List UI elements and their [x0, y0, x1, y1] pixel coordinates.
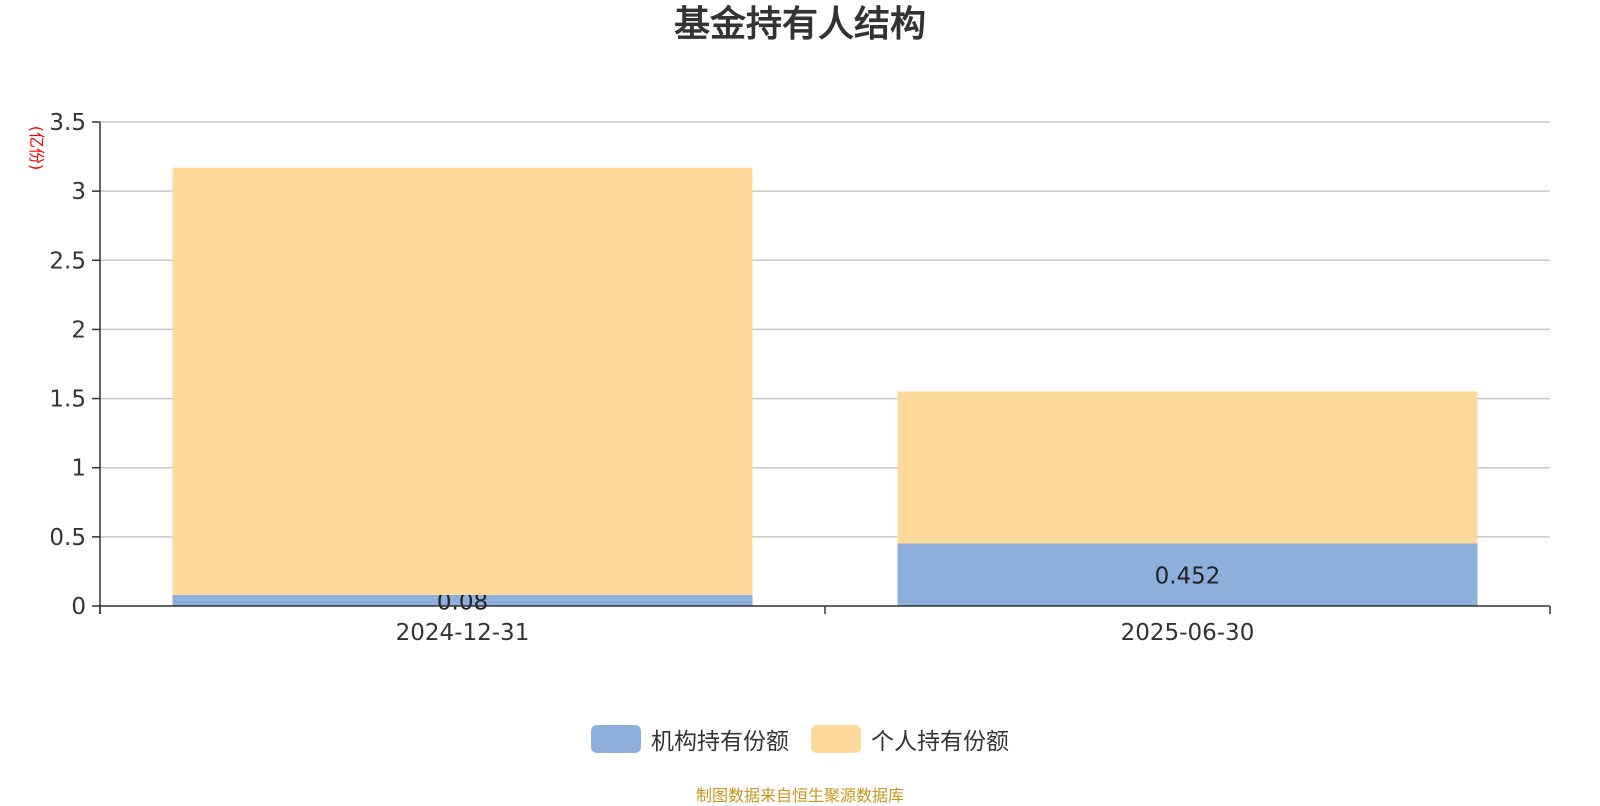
bar-institutional-2024-12-31[interactable] — [172, 594, 753, 606]
legend-item-individual[interactable]: 个人持有份额 — [811, 722, 1009, 756]
chart-title: 基金持有人结构 — [673, 4, 926, 45]
bar-individual-2024-12-31[interactable] — [172, 167, 753, 595]
legend-label-individual: 个人持有份额 — [871, 729, 1009, 755]
y-tick-label: 1.5 — [49, 387, 86, 413]
legend: 机构持有份额 个人持有份额 — [0, 722, 1600, 756]
y-tick-label: 0 — [71, 594, 86, 620]
y-tick-label: 3.5 — [49, 110, 86, 136]
x-tick-label: 2024-12-31 — [396, 620, 530, 646]
legend-item-institutional[interactable]: 机构持有份额 — [591, 722, 789, 756]
legend-swatch-institutional — [591, 725, 641, 753]
legend-swatch-individual — [811, 725, 861, 753]
legend-label-institutional: 机构持有份额 — [651, 729, 789, 755]
data-source-note: 制图数据来自恒生聚源数据库 — [695, 786, 904, 805]
y-tick-label: 1 — [71, 456, 86, 482]
data-label: 0.452 — [1155, 564, 1221, 590]
y-tick-label: 2 — [71, 317, 86, 343]
bar-institutional-2025-06-30[interactable] — [897, 543, 1478, 606]
y-tick-label: 3 — [71, 179, 86, 205]
y-tick-label: 0.5 — [49, 525, 86, 551]
x-tick-label: 2025-06-30 — [1121, 620, 1255, 646]
y-tick-label: 2.5 — [49, 248, 86, 274]
bar-individual-2025-06-30[interactable] — [897, 391, 1478, 544]
